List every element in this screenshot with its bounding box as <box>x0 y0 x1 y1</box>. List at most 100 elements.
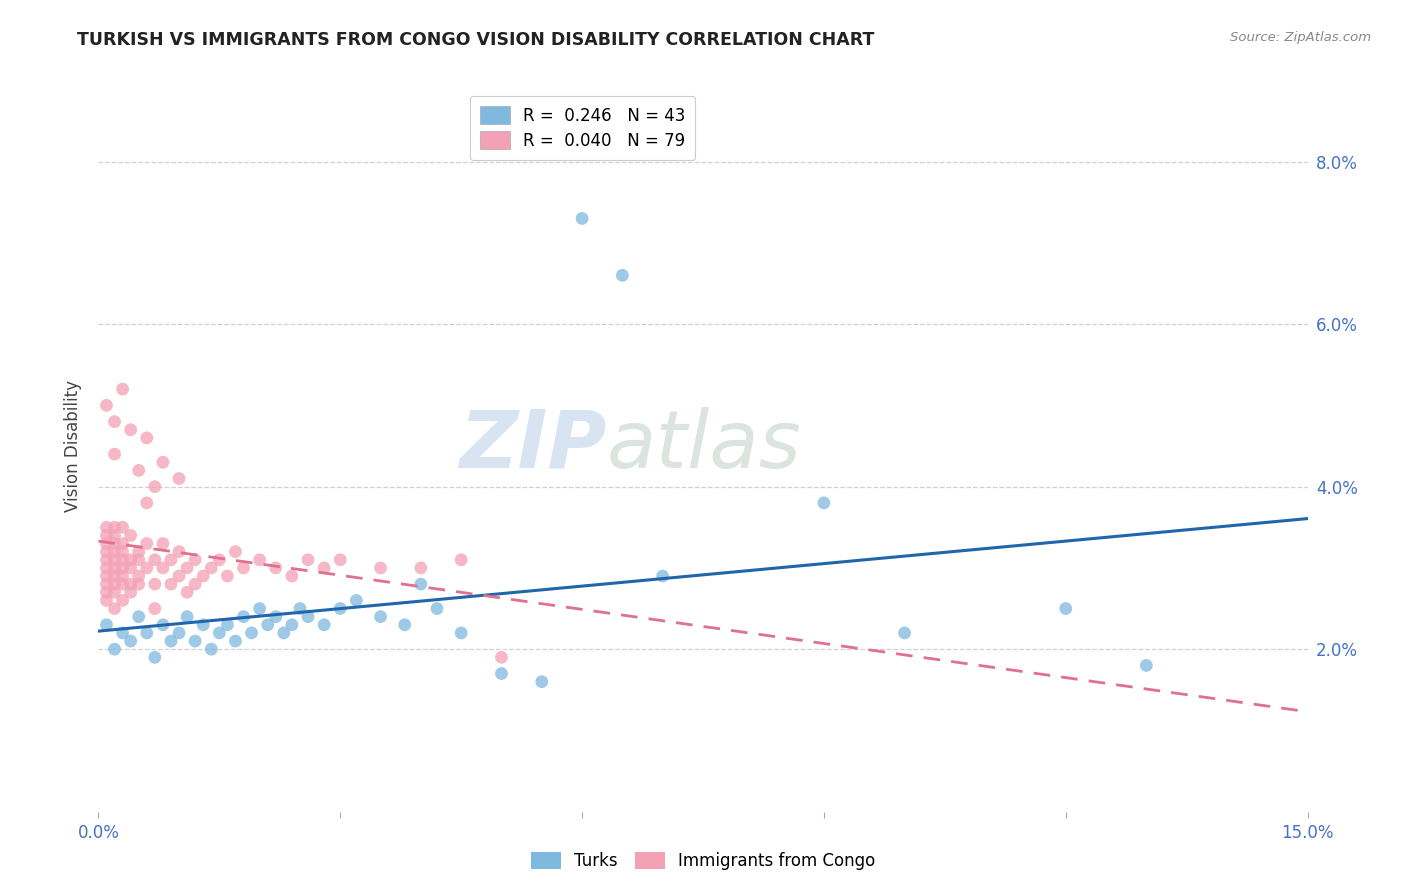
Point <box>193 569 215 583</box>
Point <box>120 528 142 542</box>
Point <box>103 561 125 575</box>
Point <box>96 569 118 583</box>
Point <box>329 601 352 615</box>
Point <box>152 617 174 632</box>
Point <box>128 609 150 624</box>
Point <box>491 666 513 681</box>
Point <box>264 609 287 624</box>
Point <box>200 561 222 575</box>
Point <box>103 585 125 599</box>
Y-axis label: Vision Disability: Vision Disability <box>65 380 83 512</box>
Point <box>128 463 150 477</box>
Point <box>370 561 392 575</box>
Point <box>120 423 142 437</box>
Point <box>120 553 142 567</box>
Point <box>256 617 278 632</box>
Point <box>120 561 142 575</box>
Point <box>135 431 157 445</box>
Point <box>103 520 125 534</box>
Point <box>96 593 118 607</box>
Point <box>143 577 166 591</box>
Point <box>96 544 118 558</box>
Point <box>184 553 207 567</box>
Point <box>273 626 295 640</box>
Point <box>96 561 118 575</box>
Point <box>217 569 239 583</box>
Point <box>224 634 246 648</box>
Point <box>111 382 134 396</box>
Point <box>111 544 134 558</box>
Point <box>240 626 263 640</box>
Point <box>1054 601 1077 615</box>
Point <box>370 609 392 624</box>
Point <box>103 536 125 550</box>
Point <box>96 617 118 632</box>
Point <box>281 569 304 583</box>
Point <box>813 496 835 510</box>
Point <box>143 650 166 665</box>
Point <box>111 561 134 575</box>
Point <box>176 609 198 624</box>
Point <box>288 601 311 615</box>
Point <box>143 601 166 615</box>
Point <box>152 536 174 550</box>
Point <box>193 617 215 632</box>
Point <box>103 601 125 615</box>
Point <box>176 561 198 575</box>
Point <box>329 553 352 567</box>
Point <box>103 577 125 591</box>
Point <box>143 480 166 494</box>
Text: TURKISH VS IMMIGRANTS FROM CONGO VISION DISABILITY CORRELATION CHART: TURKISH VS IMMIGRANTS FROM CONGO VISION … <box>77 31 875 49</box>
Point <box>128 544 150 558</box>
Point <box>224 544 246 558</box>
Point <box>120 585 142 599</box>
Point <box>297 553 319 567</box>
Point <box>281 617 304 632</box>
Text: Source: ZipAtlas.com: Source: ZipAtlas.com <box>1230 31 1371 45</box>
Point <box>111 536 134 550</box>
Point <box>200 642 222 657</box>
Point <box>249 553 271 567</box>
Point <box>232 561 254 575</box>
Point <box>314 561 336 575</box>
Point <box>167 471 190 485</box>
Point <box>135 561 157 575</box>
Point <box>491 650 513 665</box>
Point <box>111 626 134 640</box>
Point <box>152 561 174 575</box>
Point <box>612 268 634 283</box>
Point <box>96 520 118 534</box>
Point <box>208 626 231 640</box>
Point <box>120 634 142 648</box>
Point <box>135 536 157 550</box>
Point <box>160 553 183 567</box>
Point <box>120 577 142 591</box>
Point <box>450 626 472 640</box>
Text: atlas: atlas <box>606 407 801 485</box>
Point <box>297 609 319 624</box>
Point <box>96 577 118 591</box>
Point <box>135 496 157 510</box>
Point <box>208 553 231 567</box>
Point <box>103 415 125 429</box>
Point <box>184 634 207 648</box>
Legend: Turks, Immigrants from Congo: Turks, Immigrants from Congo <box>524 845 882 877</box>
Point <box>426 601 449 615</box>
Point <box>450 553 472 567</box>
Point <box>176 585 198 599</box>
Point <box>96 528 118 542</box>
Point <box>264 561 287 575</box>
Point <box>184 577 207 591</box>
Point <box>96 398 118 412</box>
Point <box>167 626 190 640</box>
Point <box>409 561 432 575</box>
Point <box>651 569 673 583</box>
Point <box>167 544 190 558</box>
Point <box>96 553 118 567</box>
Point <box>1135 658 1157 673</box>
Legend: R =  0.246   N = 43, R =  0.040   N = 79: R = 0.246 N = 43, R = 0.040 N = 79 <box>470 96 695 160</box>
Point <box>128 569 150 583</box>
Point <box>394 617 416 632</box>
Point <box>103 447 125 461</box>
Point <box>571 211 593 226</box>
